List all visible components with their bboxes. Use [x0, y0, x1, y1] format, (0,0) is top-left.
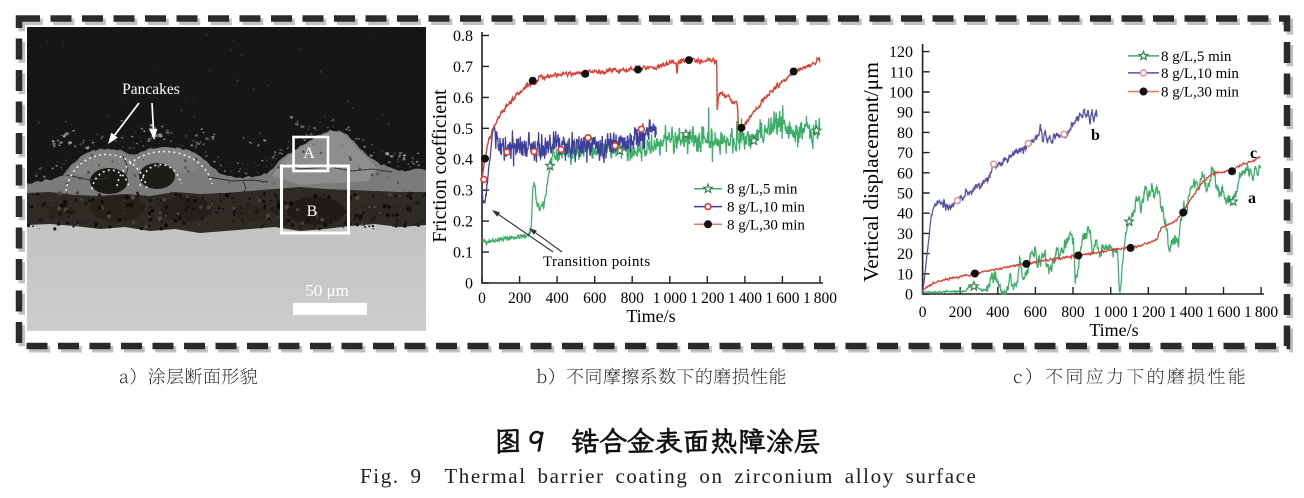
svg-text:b: b [1091, 127, 1100, 144]
svg-text:1 600: 1 600 [765, 290, 799, 307]
svg-text:600: 600 [583, 290, 607, 307]
svg-text:A: A [303, 145, 315, 162]
svg-text:8 g/L,5 min: 8 g/L,5 min [727, 182, 798, 198]
svg-text:800: 800 [621, 290, 645, 307]
svg-text:0: 0 [919, 304, 927, 321]
svg-text:0: 0 [905, 287, 913, 304]
svg-text:8 g/L,10 min: 8 g/L,10 min [727, 200, 805, 216]
svg-text:Fig. 9 Thermal barrier coatin: Fig. 9 Thermal barrier coating on zircon… [360, 464, 977, 488]
svg-text:20: 20 [897, 246, 913, 263]
svg-text:0.1: 0.1 [453, 245, 473, 262]
svg-text:B: B [307, 203, 318, 220]
svg-text:c: c [1250, 145, 1257, 162]
svg-text:Friction coefficient: Friction coefficient [429, 89, 451, 243]
svg-text:Pancakes: Pancakes [122, 81, 180, 98]
svg-text:0.8: 0.8 [453, 28, 473, 45]
svg-text:1 200: 1 200 [690, 290, 724, 307]
svg-text:Transition points: Transition points [543, 254, 651, 270]
svg-text:600: 600 [1024, 304, 1048, 321]
svg-text:1 800: 1 800 [1244, 304, 1278, 321]
svg-text:110: 110 [890, 64, 913, 81]
svg-text:800: 800 [1061, 304, 1085, 321]
svg-text:100: 100 [889, 85, 913, 102]
svg-text:Time/s: Time/s [626, 306, 675, 326]
svg-text:200: 200 [949, 304, 973, 321]
svg-text:0: 0 [465, 276, 473, 293]
svg-text:50: 50 [897, 186, 913, 203]
svg-text:0.5: 0.5 [453, 121, 473, 138]
svg-text:30: 30 [897, 226, 913, 243]
svg-text:70: 70 [897, 145, 913, 162]
svg-text:Vertical displacement/μm: Vertical displacement/μm [859, 62, 883, 282]
svg-text:40: 40 [897, 206, 913, 223]
svg-text:1 400: 1 400 [1169, 304, 1203, 321]
svg-text:10: 10 [897, 266, 913, 283]
svg-text:120: 120 [889, 44, 913, 61]
svg-text:60: 60 [897, 165, 913, 182]
svg-text:1 600: 1 600 [1206, 304, 1240, 321]
svg-text:1 000: 1 000 [1094, 304, 1128, 321]
svg-text:0.3: 0.3 [453, 183, 473, 200]
svg-text:a: a [1248, 190, 1256, 207]
svg-text:400: 400 [545, 290, 569, 307]
svg-text:50 μm: 50 μm [305, 281, 349, 300]
svg-text:400: 400 [986, 304, 1010, 321]
svg-text:8 g/L,10 min: 8 g/L,10 min [1161, 66, 1239, 82]
svg-text:1 200: 1 200 [1131, 304, 1165, 321]
svg-text:Time/s: Time/s [1089, 320, 1138, 340]
svg-text:80: 80 [897, 125, 913, 142]
svg-text:8 g/L,30 min: 8 g/L,30 min [1161, 85, 1239, 101]
svg-text:200: 200 [508, 290, 532, 307]
svg-text:1 800: 1 800 [803, 290, 837, 307]
svg-text:1 000: 1 000 [653, 290, 687, 307]
svg-text:0.4: 0.4 [453, 152, 473, 169]
svg-text:90: 90 [897, 105, 913, 122]
svg-text:1 400: 1 400 [728, 290, 762, 307]
svg-text:8 g/L,30 min: 8 g/L,30 min [727, 217, 805, 233]
svg-text:8 g/L,5 min: 8 g/L,5 min [1161, 49, 1232, 65]
svg-text:0.2: 0.2 [453, 214, 473, 231]
svg-text:0: 0 [478, 290, 486, 307]
svg-text:0.7: 0.7 [453, 59, 473, 76]
svg-text:0.6: 0.6 [453, 90, 473, 107]
